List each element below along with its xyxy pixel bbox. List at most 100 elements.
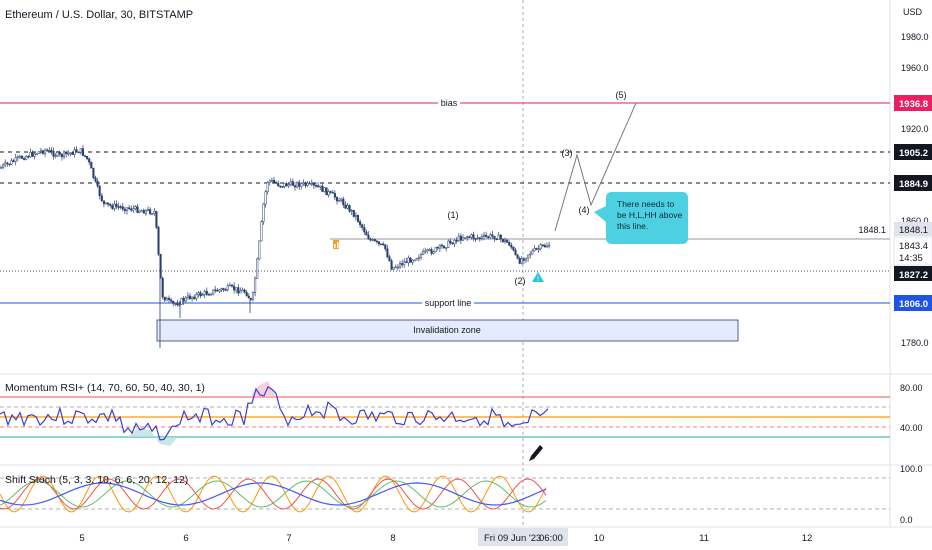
candle-body: [466, 236, 469, 239]
candle-body: [285, 183, 288, 187]
candle-body: [0, 167, 3, 169]
candle-body: [44, 149, 47, 154]
candle-body: [146, 209, 150, 211]
candle-body: [310, 183, 313, 185]
candle-body: [304, 182, 307, 186]
level-price-tag-text: 1848.1: [899, 225, 928, 236]
candle-body: [388, 256, 391, 262]
invalidation-zone[interactable]: [156, 319, 739, 342]
support-label: support line: [425, 298, 472, 308]
currency-label: USD: [903, 7, 923, 17]
candle-body: [321, 185, 324, 192]
candle-body: [312, 183, 315, 186]
candle-body: [214, 289, 217, 292]
alert-icon[interactable]: [333, 240, 339, 249]
candle-body: [300, 183, 303, 187]
candlestick-series[interactable]: [0, 145, 551, 348]
candle-body: [323, 187, 326, 192]
time-tick: 5: [79, 533, 84, 544]
candle-body: [86, 155, 89, 160]
candle-body: [218, 289, 221, 292]
stoch-slow-line[interactable]: [0, 480, 547, 508]
candle-body: [449, 240, 452, 244]
candle-body: [371, 239, 374, 241]
candle-body: [180, 298, 183, 305]
support-price-tag: [894, 295, 932, 311]
candle-body: [495, 238, 498, 240]
candle-body: [159, 253, 162, 279]
candle-body: [264, 191, 267, 205]
stoch-tick: 100.0: [900, 464, 923, 474]
level-2-price-tag-text: 1827.2: [899, 270, 928, 281]
support-price-tag-text: 1806.0: [899, 299, 928, 310]
candle-body: [92, 167, 95, 178]
candle-body: [16, 156, 19, 159]
note-callout[interactable]: [594, 192, 688, 244]
warning-icon[interactable]: !: [532, 272, 544, 283]
candle-body: [333, 192, 336, 198]
candle-body: [518, 258, 521, 264]
candle-body: [249, 297, 252, 300]
candle-body: [220, 288, 223, 291]
candle-body: [314, 185, 318, 187]
candle-body: [472, 234, 475, 239]
candle-body: [94, 177, 97, 182]
candle-body: [489, 234, 492, 238]
candle-body: [258, 240, 261, 260]
candle-body: [380, 243, 383, 246]
pencil-icon[interactable]: [529, 445, 543, 461]
candle-body: [226, 285, 229, 291]
candle-body: [522, 258, 525, 261]
rsi-line[interactable]: [0, 386, 549, 441]
candle-body: [329, 191, 332, 193]
candle-body: [340, 198, 343, 201]
candle-body: [71, 152, 74, 155]
wave-projection-path[interactable]: [554, 102, 637, 232]
time-tick: 7: [286, 533, 291, 544]
candle-body: [548, 244, 551, 247]
candle-body: [516, 254, 519, 259]
candle-body: [65, 151, 68, 155]
candle-body: [275, 182, 278, 184]
candle-body: [41, 150, 45, 154]
candle-body: [396, 266, 399, 269]
candle-body: [222, 288, 225, 290]
candle-body: [392, 266, 395, 270]
bias-price-tag-text: 1936.8: [899, 99, 928, 110]
candle-body: [457, 235, 460, 242]
candle-body: [317, 185, 320, 188]
candle-body: [359, 221, 362, 225]
candle-body: [31, 151, 34, 157]
candle-body: [424, 250, 427, 253]
candle-body: [503, 239, 507, 243]
stoch-indicator-label[interactable]: Shift Stoch (5, 3, 3, 10, 6, 6, 20, 12, …: [5, 474, 189, 486]
candle-body: [268, 180, 271, 183]
candle-countdown: 14:35: [899, 253, 923, 264]
candle-body: [325, 187, 328, 196]
candle-body: [241, 289, 244, 292]
candle-body: [216, 289, 219, 292]
candle-body: [453, 240, 456, 245]
stoch-signal-line[interactable]: [0, 482, 547, 506]
candle-body: [335, 197, 339, 202]
candle-body: [367, 234, 370, 240]
candle-body: [384, 244, 387, 250]
candle-body: [205, 290, 208, 295]
candle-body: [6, 162, 9, 165]
candle-body: [134, 206, 137, 209]
chart-title: Ethereum / U.S. Dollar, 30, BITSTAMP: [5, 9, 194, 21]
candle-body: [527, 254, 530, 259]
candle-body: [283, 183, 286, 187]
candle-body: [327, 191, 330, 196]
candle-body: [172, 301, 175, 304]
bias-price-tag: [894, 95, 932, 111]
candle-body: [163, 296, 166, 301]
candle-body: [436, 246, 439, 249]
rsi-indicator-label[interactable]: Momentum RSI+ (14, 70, 60, 50, 40, 30, 1…: [5, 382, 205, 394]
candle-body: [197, 292, 200, 295]
candle-body: [401, 263, 404, 266]
time-tick: 11: [699, 533, 709, 544]
resistance-lower-tag-text: 1884.9: [899, 179, 928, 190]
candle-body: [520, 258, 523, 264]
